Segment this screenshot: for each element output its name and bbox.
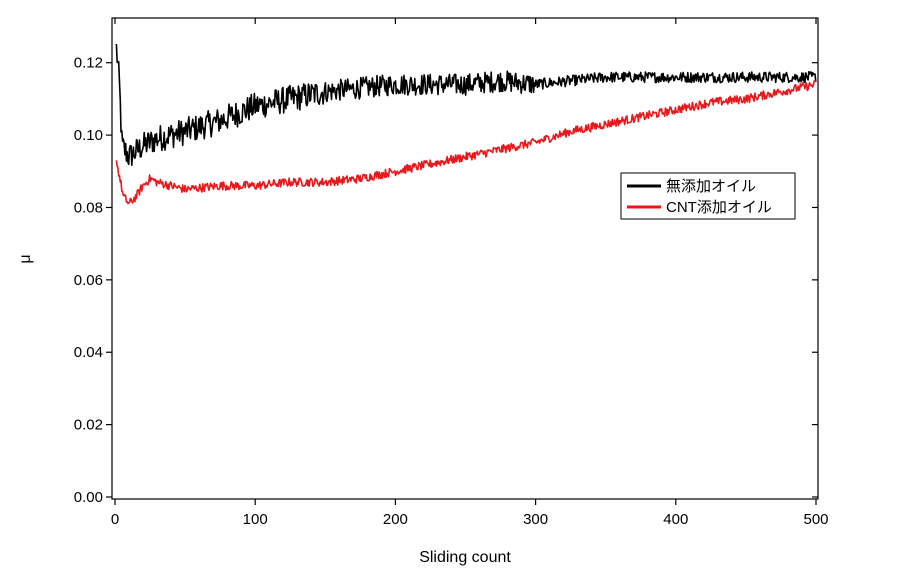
legend-label-cnt-oil: CNT添加オイル — [666, 199, 772, 216]
series-line-1 — [115, 80, 817, 205]
y-tick-label-0: 0.00 — [74, 489, 103, 506]
legend-label-untreated-oil: 無添加オイル — [666, 178, 756, 195]
series-layer — [115, 43, 817, 205]
y-tick-label-6: 0.12 — [74, 55, 103, 72]
legend: 無添加オイル CNT添加オイル — [620, 172, 796, 220]
x-axis-ticks: 0 100 200 300 400 500 — [111, 18, 829, 528]
y-tick-label-4: 0.08 — [74, 199, 103, 216]
x-axis-label: Sliding count — [419, 549, 511, 566]
series-line-0 — [115, 43, 817, 166]
x-tick-label-3: 300 — [523, 511, 548, 528]
plot-frame — [111, 17, 819, 500]
y-axis-label: μ — [17, 254, 34, 263]
x-tick-label-2: 200 — [383, 511, 408, 528]
x-tick-label-4: 400 — [663, 511, 688, 528]
y-tick-label-5: 0.10 — [74, 127, 103, 144]
y-tick-label-1: 0.02 — [74, 417, 103, 434]
y-tick-label-2: 0.04 — [74, 344, 103, 361]
y-tick-label-3: 0.06 — [74, 272, 103, 289]
x-tick-label-0: 0 — [111, 511, 119, 528]
legend-box — [620, 172, 796, 220]
y-axis-ticks: 0.00 0.02 0.04 0.06 0.08 0.10 0.12 — [74, 55, 818, 506]
x-tick-label-1: 100 — [243, 511, 268, 528]
x-tick-label-5: 500 — [803, 511, 828, 528]
